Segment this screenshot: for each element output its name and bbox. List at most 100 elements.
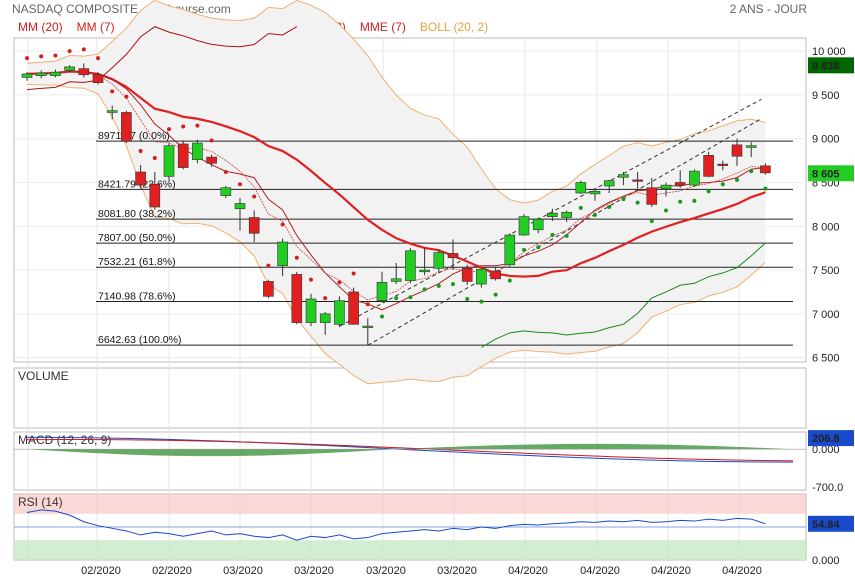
rsi-oversold-zone	[14, 540, 806, 560]
ma7-line	[26, 70, 766, 311]
candle-body	[618, 174, 629, 178]
x-tick-label: 04/2020	[508, 565, 548, 577]
macd-last-label: 206.8	[812, 433, 840, 445]
candle-body	[703, 155, 714, 177]
bollinger-upper	[26, 0, 766, 204]
last-close-tag	[808, 57, 854, 74]
x-tick-label: 04/2020	[580, 565, 620, 577]
fib-label: 7532.21 (61.8%)	[98, 256, 176, 268]
sar-dot	[550, 233, 555, 238]
candle-body	[646, 187, 658, 205]
rsi-label: RSI (14)	[18, 495, 63, 509]
x-tick-label: 04/2020	[722, 565, 762, 577]
candle-body	[632, 179, 643, 182]
sar-dot	[692, 198, 697, 203]
sar-dot	[309, 277, 313, 282]
sar-dot	[351, 271, 356, 276]
period-label: 2 ANS - JOUR	[729, 2, 807, 16]
legend-item[interactable]: BOLL (20, 2)	[419, 20, 489, 34]
candle-body	[206, 156, 217, 164]
candle-body	[760, 165, 771, 174]
sar-dot	[621, 197, 626, 202]
sar-dot	[152, 155, 157, 160]
sar-dot	[635, 200, 640, 205]
sar-dot	[294, 255, 299, 260]
candle-body	[461, 268, 473, 282]
candle-body	[717, 163, 729, 166]
sar-dot	[394, 296, 399, 301]
sar-dot	[536, 245, 541, 250]
sar-dot	[678, 199, 683, 204]
candle-body	[234, 203, 246, 210]
sar-dot	[238, 182, 242, 187]
macd-line	[25, 436, 794, 463]
y-tick-label: 10 000	[812, 46, 846, 58]
sar-dot	[749, 169, 754, 174]
ema7-line	[26, 71, 766, 301]
sar-dot	[706, 189, 711, 194]
sar-dot	[337, 280, 342, 285]
sar-dot	[252, 194, 257, 199]
candle-body	[334, 300, 345, 325]
x-tick-label: 03/2020	[437, 565, 477, 577]
candle-body	[305, 298, 317, 323]
fib-label: 7140.98 (78.6%)	[98, 290, 176, 302]
candle-body	[433, 252, 445, 269]
sar-dot	[195, 123, 200, 128]
candle-body	[689, 170, 700, 186]
candle-body	[291, 274, 303, 323]
sar-dot	[649, 219, 654, 224]
candle-body	[490, 270, 501, 280]
candle-body	[532, 218, 544, 231]
sar-dot	[493, 292, 498, 297]
sar-dot	[280, 222, 285, 227]
candle-body	[35, 72, 47, 76]
sar-dot	[96, 56, 100, 61]
trend-channel-line	[339, 98, 762, 327]
trend-channel-line	[367, 118, 762, 346]
legend-item[interactable]: MM (7)	[76, 20, 115, 34]
sar-dot	[67, 49, 72, 54]
sar-dot	[664, 208, 668, 213]
sar-dot	[564, 233, 569, 238]
rsi-line	[26, 509, 766, 541]
candle-body	[745, 145, 757, 148]
candle-body	[263, 281, 274, 297]
supertrend-line	[26, 26, 298, 91]
macd-signal-line	[25, 439, 794, 462]
sar-dot	[436, 283, 441, 288]
candle-body	[405, 250, 416, 281]
candle-body	[121, 112, 132, 142]
sar-dot	[25, 56, 29, 61]
sar-dot	[422, 287, 427, 292]
sar-dot	[81, 47, 86, 52]
y-tick-label: 8 000	[812, 221, 840, 233]
sar-dot	[578, 205, 583, 210]
candle-body	[376, 282, 388, 302]
sar-dot	[507, 278, 512, 283]
candle-body	[135, 171, 146, 186]
x-tick-label: 02/2020	[81, 565, 121, 577]
candle-body	[660, 184, 672, 189]
fib-label: 7807.00 (50.0%)	[98, 232, 176, 244]
legend-item[interactable]: MM (20)	[18, 20, 63, 34]
candle-body	[589, 190, 601, 195]
candle-body	[603, 180, 615, 187]
sar-dot	[181, 124, 186, 129]
macd-histogram	[26, 443, 793, 457]
sar-dot	[408, 295, 413, 300]
candle-body	[504, 234, 516, 266]
candle-body	[390, 278, 402, 282]
sar-dot	[266, 263, 271, 268]
sar-dot	[365, 302, 370, 307]
rsi-last-label: 54.84	[812, 519, 840, 531]
legend-item[interactable]: MME (7)	[359, 20, 406, 34]
macd-y-tick: -700.0	[812, 482, 843, 494]
ma20-line	[26, 70, 766, 278]
y-tick-label: 7 000	[812, 309, 840, 321]
sar-dot	[720, 182, 725, 187]
sar-dot	[465, 296, 470, 301]
candle-body	[362, 325, 374, 328]
sar-dot	[323, 296, 328, 301]
candle-body	[92, 74, 104, 83]
